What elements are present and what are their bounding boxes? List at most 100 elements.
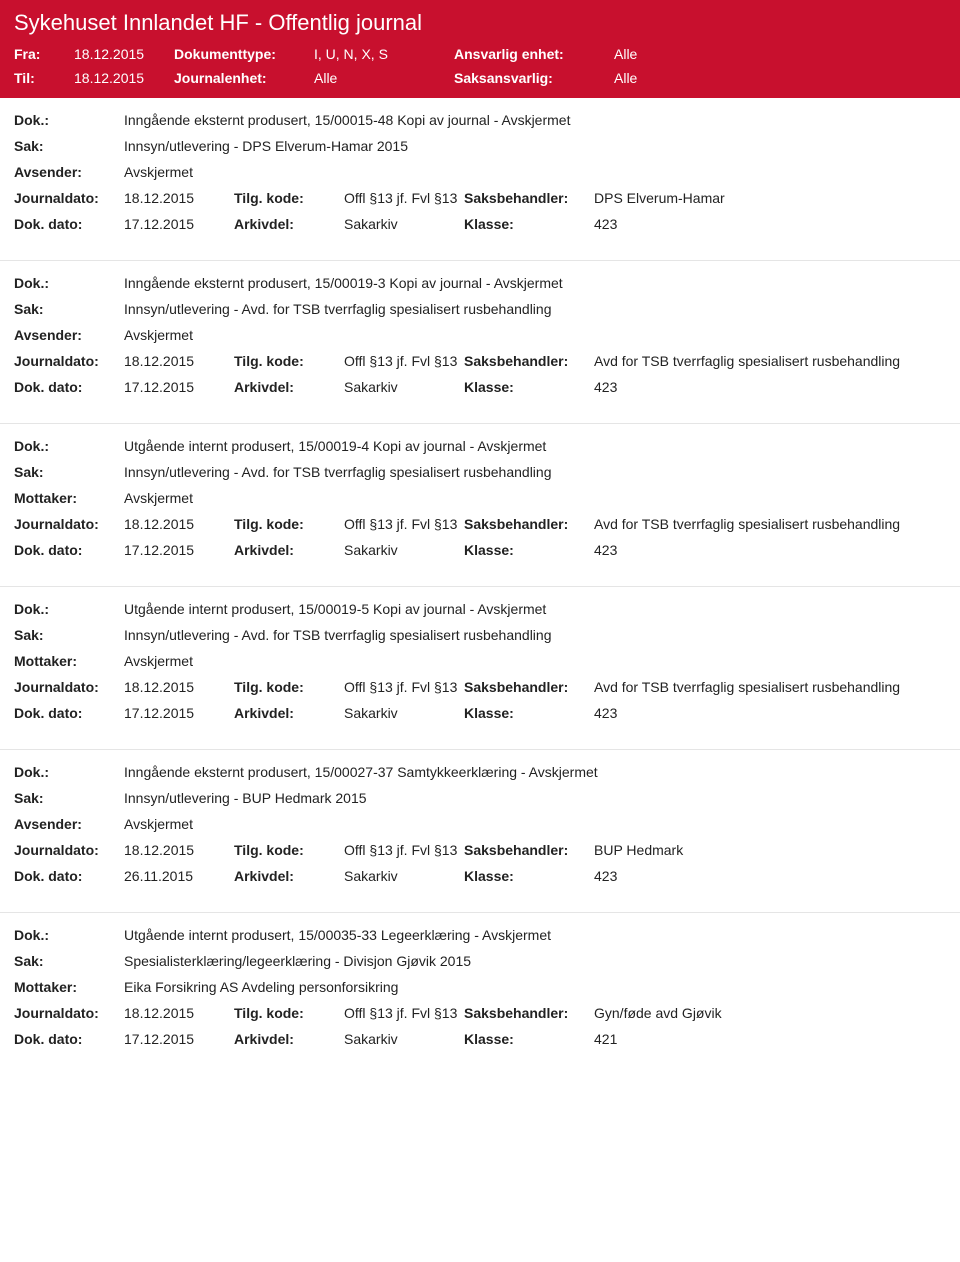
tilgkode-label: Tilg. kode:	[234, 1005, 344, 1021]
page-title: Sykehuset Innlandet HF - Offentlig journ…	[14, 10, 946, 36]
records-list: Dok.: Inngående eksternt produsert, 15/0…	[0, 98, 960, 1075]
journalenhet-value: Alle	[314, 70, 454, 86]
journaldato-label: Journaldato:	[14, 353, 124, 369]
party-label: Mottaker:	[14, 979, 124, 995]
party-value: Avskjermet	[124, 327, 946, 343]
klasse-label: Klasse:	[464, 1031, 594, 1047]
sak-label: Sak:	[14, 301, 124, 317]
saksbehandler-value: DPS Elverum-Hamar	[594, 190, 946, 206]
sak-label: Sak:	[14, 627, 124, 643]
saksansvarlig-value: Alle	[614, 70, 714, 86]
journaldato-label: Journaldato:	[14, 1005, 124, 1021]
saksbehandler-value: Avd for TSB tverrfaglig spesialisert rus…	[594, 516, 946, 532]
saksbehandler-label: Saksbehandler:	[464, 353, 594, 369]
sak-value: Innsyn/utlevering - BUP Hedmark 2015	[124, 790, 946, 806]
journaldato-value: 18.12.2015	[124, 516, 234, 532]
saksansvarlig-label: Saksansvarlig:	[454, 70, 614, 86]
journaldato-value: 18.12.2015	[124, 842, 234, 858]
party-value: Avskjermet	[124, 816, 946, 832]
dok-value: Inngående eksternt produsert, 15/00019-3…	[124, 275, 946, 291]
klasse-label: Klasse:	[464, 216, 594, 232]
arkivdel-label: Arkivdel:	[234, 542, 344, 558]
klasse-label: Klasse:	[464, 542, 594, 558]
arkivdel-label: Arkivdel:	[234, 705, 344, 721]
dokdato-label: Dok. dato:	[14, 1031, 124, 1047]
dok-label: Dok.:	[14, 927, 124, 943]
saksbehandler-label: Saksbehandler:	[464, 516, 594, 532]
tilgkode-value: Offl §13 jf. Fvl §13	[344, 353, 464, 369]
klasse-value: 421	[594, 1031, 946, 1047]
journal-record: Dok.: Inngående eksternt produsert, 15/0…	[0, 750, 960, 913]
journaldato-label: Journaldato:	[14, 679, 124, 695]
journaldato-label: Journaldato:	[14, 516, 124, 532]
party-label: Avsender:	[14, 816, 124, 832]
dok-label: Dok.:	[14, 275, 124, 291]
arkivdel-value: Sakarkiv	[344, 379, 464, 395]
saksbehandler-label: Saksbehandler:	[464, 1005, 594, 1021]
party-label: Avsender:	[14, 327, 124, 343]
party-label: Avsender:	[14, 164, 124, 180]
journaldato-value: 18.12.2015	[124, 1005, 234, 1021]
party-value: Avskjermet	[124, 490, 946, 506]
dokdato-value: 26.11.2015	[124, 868, 234, 884]
saksbehandler-value: Avd for TSB tverrfaglig spesialisert rus…	[594, 679, 946, 695]
klasse-value: 423	[594, 868, 946, 884]
dok-value: Inngående eksternt produsert, 15/00015-4…	[124, 112, 946, 128]
dokdato-value: 17.12.2015	[124, 216, 234, 232]
journal-record: Dok.: Utgående internt produsert, 15/000…	[0, 587, 960, 750]
sak-label: Sak:	[14, 790, 124, 806]
journal-record: Dok.: Inngående eksternt produsert, 15/0…	[0, 98, 960, 261]
dokdato-label: Dok. dato:	[14, 705, 124, 721]
dokdato-label: Dok. dato:	[14, 216, 124, 232]
page-header: Sykehuset Innlandet HF - Offentlig journ…	[0, 0, 960, 98]
ansvarlig-value: Alle	[614, 46, 714, 62]
arkivdel-label: Arkivdel:	[234, 868, 344, 884]
klasse-label: Klasse:	[464, 379, 594, 395]
saksbehandler-value: Gyn/føde avd Gjøvik	[594, 1005, 946, 1021]
saksbehandler-label: Saksbehandler:	[464, 679, 594, 695]
ansvarlig-label: Ansvarlig enhet:	[454, 46, 614, 62]
klasse-label: Klasse:	[464, 868, 594, 884]
journaldato-value: 18.12.2015	[124, 190, 234, 206]
dok-value: Utgående internt produsert, 15/00019-5 K…	[124, 601, 946, 617]
dok-label: Dok.:	[14, 112, 124, 128]
sak-value: Spesialisterklæring/legeerklæring - Divi…	[124, 953, 946, 969]
sak-value: Innsyn/utlevering - Avd. for TSB tverrfa…	[124, 301, 946, 317]
saksbehandler-label: Saksbehandler:	[464, 190, 594, 206]
party-value: Eika Forsikring AS Avdeling personforsik…	[124, 979, 946, 995]
dok-value: Utgående internt produsert, 15/00035-33 …	[124, 927, 946, 943]
journaldato-label: Journaldato:	[14, 190, 124, 206]
party-label: Mottaker:	[14, 490, 124, 506]
saksbehandler-value: BUP Hedmark	[594, 842, 946, 858]
arkivdel-label: Arkivdel:	[234, 1031, 344, 1047]
tilgkode-value: Offl §13 jf. Fvl §13	[344, 679, 464, 695]
saksbehandler-value: Avd for TSB tverrfaglig spesialisert rus…	[594, 353, 946, 369]
klasse-value: 423	[594, 705, 946, 721]
sak-value: Innsyn/utlevering - Avd. for TSB tverrfa…	[124, 464, 946, 480]
dok-value: Inngående eksternt produsert, 15/00027-3…	[124, 764, 946, 780]
arkivdel-value: Sakarkiv	[344, 216, 464, 232]
arkivdel-value: Sakarkiv	[344, 868, 464, 884]
tilgkode-label: Tilg. kode:	[234, 190, 344, 206]
dokdato-value: 17.12.2015	[124, 379, 234, 395]
tilgkode-value: Offl §13 jf. Fvl §13	[344, 1005, 464, 1021]
journal-record: Dok.: Utgående internt produsert, 15/000…	[0, 424, 960, 587]
journaldato-label: Journaldato:	[14, 842, 124, 858]
klasse-value: 423	[594, 542, 946, 558]
journaldato-value: 18.12.2015	[124, 679, 234, 695]
tilgkode-label: Tilg. kode:	[234, 842, 344, 858]
tilgkode-label: Tilg. kode:	[234, 353, 344, 369]
sak-value: Innsyn/utlevering - DPS Elverum-Hamar 20…	[124, 138, 946, 154]
journal-record: Dok.: Utgående internt produsert, 15/000…	[0, 913, 960, 1075]
fra-value: 18.12.2015	[74, 46, 174, 62]
header-filters: Fra: 18.12.2015 Dokumenttype: I, U, N, X…	[14, 46, 946, 86]
dok-label: Dok.:	[14, 764, 124, 780]
arkivdel-label: Arkivdel:	[234, 216, 344, 232]
dokdato-label: Dok. dato:	[14, 868, 124, 884]
sak-label: Sak:	[14, 953, 124, 969]
klasse-value: 423	[594, 379, 946, 395]
klasse-label: Klasse:	[464, 705, 594, 721]
saksbehandler-label: Saksbehandler:	[464, 842, 594, 858]
tilgkode-value: Offl §13 jf. Fvl §13	[344, 190, 464, 206]
dokdato-value: 17.12.2015	[124, 1031, 234, 1047]
